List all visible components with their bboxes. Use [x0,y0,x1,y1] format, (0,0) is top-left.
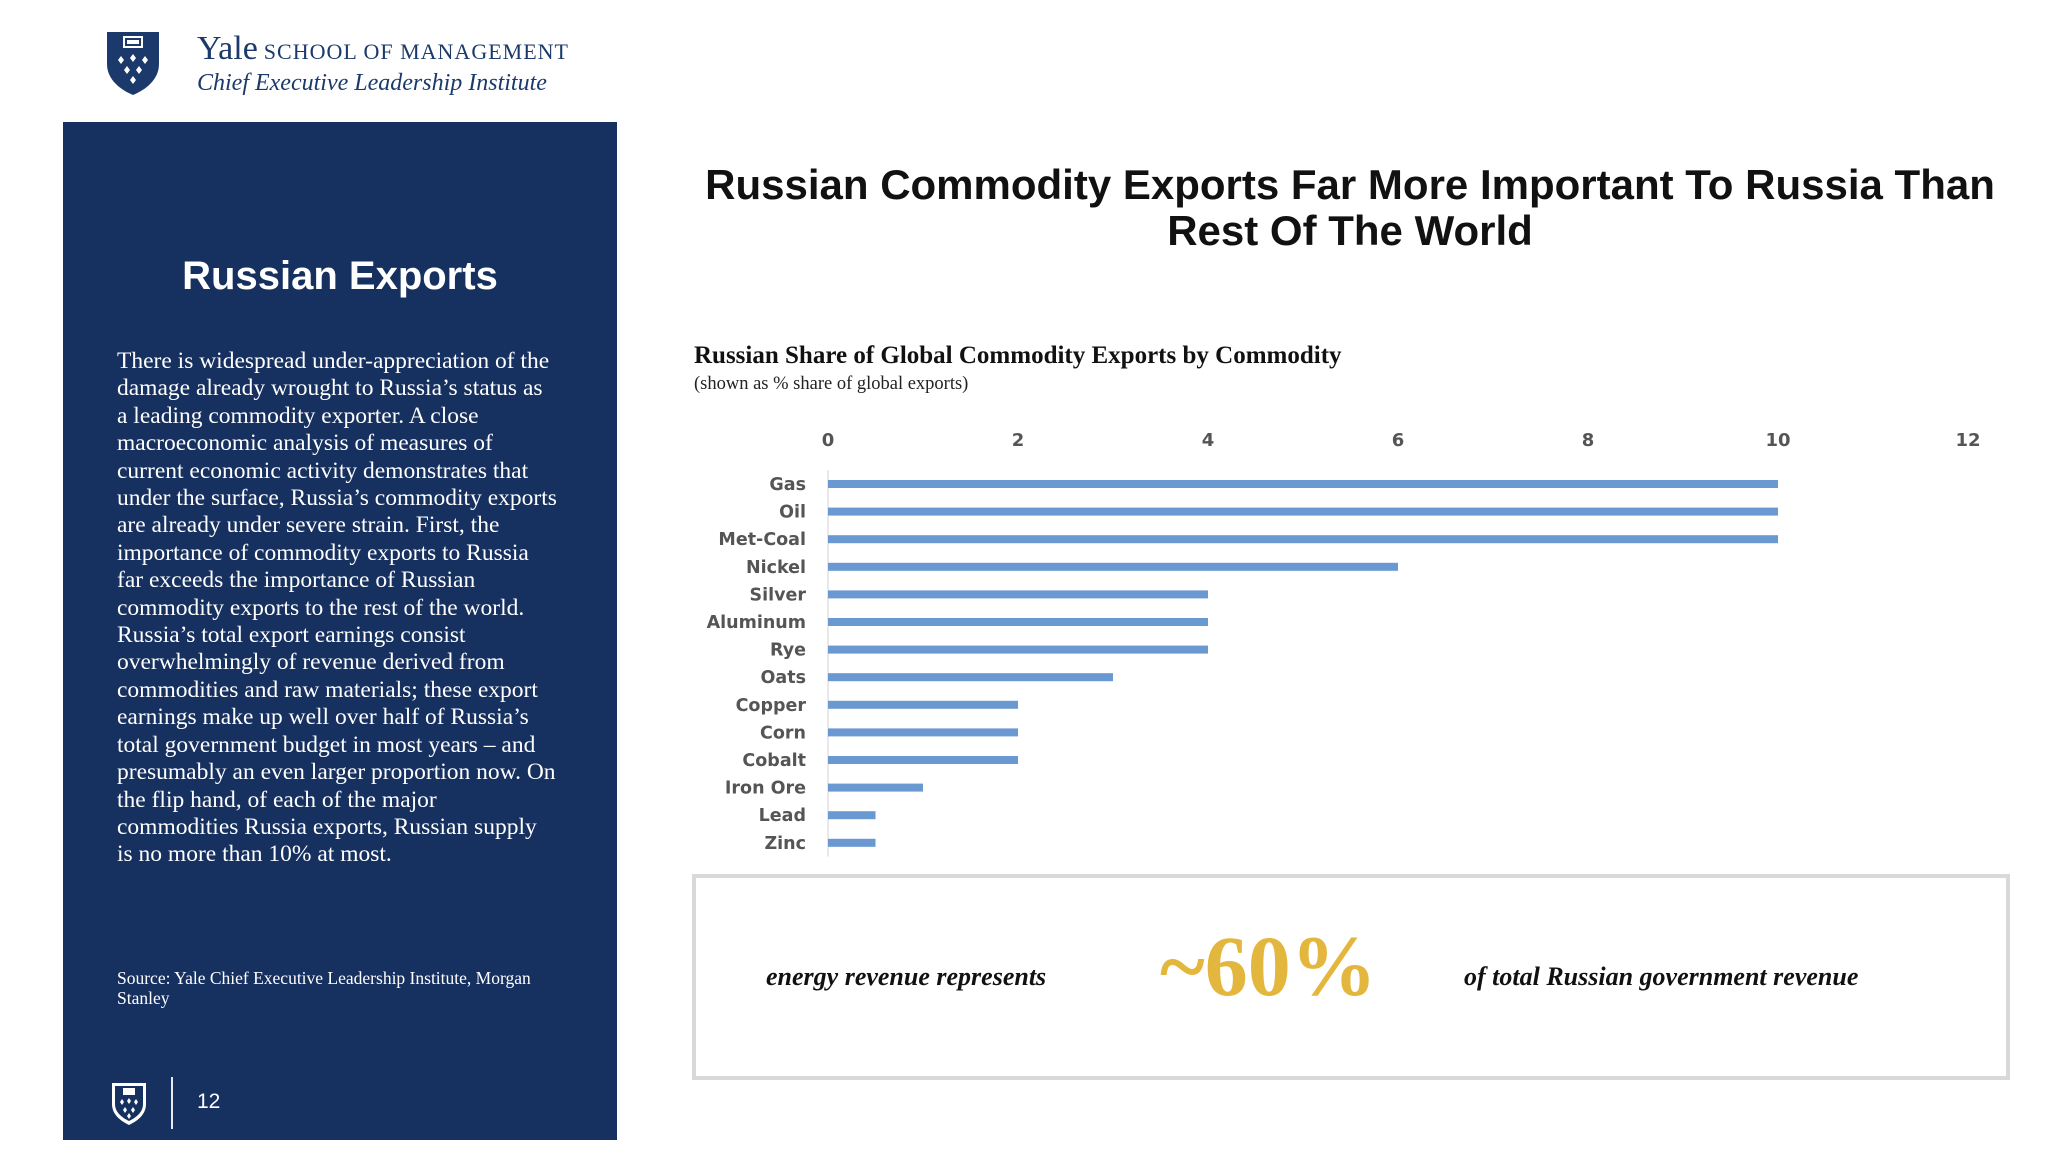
bar [828,618,1208,626]
bar [828,507,1778,516]
category-label: Nickel [746,558,806,578]
chart-subtitle: (shown as % share of global exports) [694,374,969,394]
energy-revenue-callout: energy revenue represents ~60% of total … [692,874,2010,1080]
category-label: Iron Ore [725,779,806,799]
bar [828,700,1018,709]
brand-school: SCHOOL OF MANAGEMENT [263,39,569,64]
bar [828,590,1208,599]
bar [828,756,1018,764]
category-label: Oats [761,668,806,688]
brand-yale: Yale [197,30,258,67]
brand-name: Yale SCHOOL OF MANAGEMENT [197,30,569,68]
footer-divider [171,1077,173,1129]
footer-shield-icon [112,1083,146,1125]
panel-title: Russian Exports [182,254,498,298]
brand-institute: Chief Executive Leadership Institute [197,70,547,96]
x-tick-label: 10 [1765,430,1790,451]
x-tick-label: 12 [1955,430,1980,451]
panel-source-note: Source: Yale Chief Executive Leadership … [117,968,531,1008]
category-label: Copper [736,696,807,716]
bar [828,673,1113,682]
category-label: Oil [779,503,806,523]
bar [828,535,1778,544]
bar [828,645,1208,654]
category-label: Corn [760,723,806,743]
x-tick-label: 8 [1582,430,1595,451]
yale-som-logo: Yale SCHOOL OF MANAGEMENT Chief Executive… [105,30,605,100]
callout-percentage: ~60% [1160,918,1377,1014]
category-label: Silver [749,585,806,605]
chart-title: Russian Share of Global Commodity Export… [694,342,1342,369]
bar [828,728,1018,737]
callout-right-text: of total Russian government revenue [1464,962,1859,991]
bar [828,562,1398,571]
summary-panel: Russian Exports There is widespread unde… [63,122,617,1140]
category-label: Zinc [764,834,806,854]
category-label: Lead [759,806,806,826]
page-number: 12 [197,1090,221,1113]
yale-shield-icon [107,32,159,95]
x-tick-label: 6 [1392,430,1405,451]
slide-title: Russian Commodity Exports Far More Impor… [705,161,1995,254]
category-label: Rye [770,641,806,661]
bar [828,480,1778,488]
bar [828,783,923,792]
x-tick-label: 2 [1012,430,1025,451]
category-label: Gas [769,475,806,495]
bar [828,838,876,847]
bar [828,811,876,820]
callout-left-text: energy revenue represents [766,962,1047,991]
panel-body-text: There is widespread under-appreciation o… [117,348,557,868]
category-label: Cobalt [742,751,806,771]
category-label: Met-Coal [718,530,806,550]
x-tick-label: 4 [1202,430,1215,451]
x-tick-label: 0 [822,430,835,451]
category-label: Aluminum [707,613,806,633]
